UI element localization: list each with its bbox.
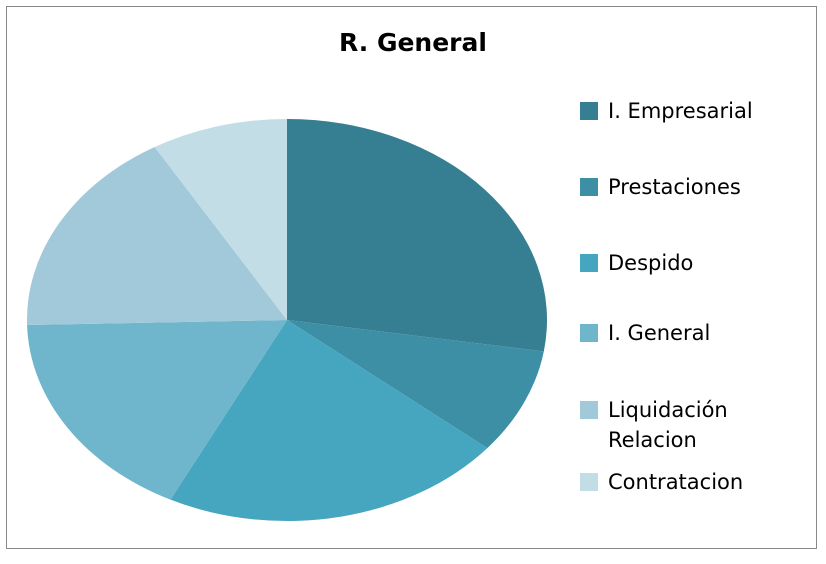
legend-swatch bbox=[580, 473, 598, 491]
legend-item: I. General bbox=[580, 318, 780, 348]
legend-swatch bbox=[580, 401, 598, 419]
legend-label: Liquidación Relacion bbox=[608, 398, 728, 452]
legend-label: I. General bbox=[608, 321, 711, 345]
chart-title: R. General bbox=[339, 28, 487, 57]
pie-slice bbox=[154, 119, 287, 320]
legend-label: Contratacion bbox=[608, 470, 744, 494]
legend-item: I. Empresarial bbox=[580, 96, 780, 126]
pie-slice bbox=[27, 146, 288, 326]
pie-slice bbox=[170, 320, 488, 521]
legend-label: Despido bbox=[608, 251, 694, 275]
legend-swatch bbox=[580, 102, 598, 120]
chart-border bbox=[6, 6, 817, 549]
legend-item: Contratacion bbox=[580, 467, 780, 497]
legend-item: Despido bbox=[580, 248, 780, 278]
legend-swatch bbox=[580, 254, 598, 272]
legend-label: I. Empresarial bbox=[608, 99, 753, 123]
legend-item: Liquidación Relacion bbox=[580, 395, 780, 455]
legend-swatch bbox=[580, 324, 598, 342]
pie-slice bbox=[287, 119, 547, 352]
pie-slice bbox=[27, 320, 287, 500]
legend-label: Prestaciones bbox=[608, 175, 741, 199]
legend-item: Prestaciones bbox=[580, 172, 780, 202]
legend-swatch bbox=[580, 178, 598, 196]
pie-slice bbox=[287, 320, 544, 449]
